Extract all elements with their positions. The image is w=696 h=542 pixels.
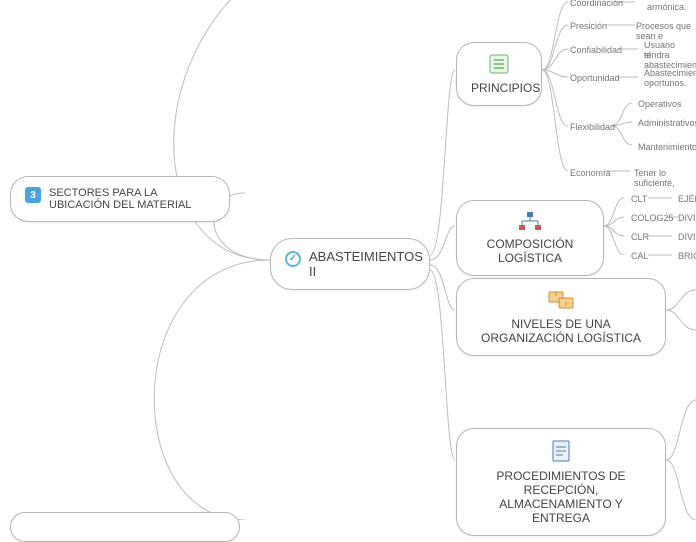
confiabilidad-v2: el abastecimien [644, 50, 696, 70]
coordinacion-k: Coordinación [570, 0, 623, 8]
network-icon [518, 211, 542, 231]
comp-r2a: COLOG25 [631, 213, 674, 223]
sectores-label: SECTORES PARA LA UBICACIÓN DEL MATERIAL [49, 187, 215, 211]
check-icon [285, 251, 301, 267]
presicion-k: Presición [570, 21, 607, 31]
flex-c: Mantenimiento [638, 142, 696, 152]
flex-b: Administrativos [638, 118, 696, 128]
comp-r4a: CAL [631, 251, 649, 261]
document-icon [551, 439, 571, 463]
center-node[interactable]: ABASTEIMIENTOS II [270, 238, 430, 290]
center-title: ABASTEIMIENTOS II [309, 249, 423, 279]
niveles-node[interactable]: NIVELES DE UNA ORGANIZACIÓN LOGÍSTICA [456, 278, 666, 356]
procedimientos-label: PROCEDIMIENTOS DE RECEPCIÓN, ALMACENAMIE… [471, 469, 651, 525]
comp-r2b: DIVIS [678, 213, 696, 223]
confiabilidad-k: Confiabilidad [570, 45, 622, 55]
composicion-node[interactable]: COMPOSICIÓN LOGÍSTICA [456, 200, 604, 276]
coordinacion-v: armónica. [647, 2, 687, 12]
oportunidad-k: Oportunidad [570, 73, 620, 83]
comp-r1b: EJÉRCI [678, 194, 696, 204]
folders-icon [548, 289, 574, 311]
principios-node[interactable]: PRINCIPIOS [456, 42, 542, 106]
economia-v: Tener lo suficiente, [634, 168, 696, 188]
presicion-v: Procesos que sean e [636, 21, 696, 41]
economia-k: Economía [570, 168, 611, 178]
comp-r3b: DIVISI [678, 232, 696, 242]
badge-icon: 3 [25, 187, 41, 203]
comp-r4b: BRIGA [678, 251, 696, 261]
flex-a: Operativos [638, 99, 682, 109]
mindmap-canvas: ABASTEIMIENTOS II 3 SECTORES PARA LA UBI… [0, 0, 696, 520]
sectores-node[interactable]: 3 SECTORES PARA LA UBICACIÓN DEL MATERIA… [10, 176, 230, 222]
comp-r1a: CLT [631, 194, 647, 204]
checklist-icon [488, 53, 510, 75]
oportunidad-v2: oportunos. [644, 78, 687, 88]
niveles-label: NIVELES DE UNA ORGANIZACIÓN LOGÍSTICA [471, 317, 651, 345]
principios-label: PRINCIPIOS [471, 81, 527, 95]
partial-bottom-left-node[interactable] [10, 512, 240, 542]
composicion-label: COMPOSICIÓN LOGÍSTICA [471, 237, 589, 265]
oportunidad-v1: Abastecimiento [644, 68, 696, 78]
flexibilidad-k: Flexibilidad [570, 122, 615, 132]
comp-r3a: CLR [631, 232, 649, 242]
